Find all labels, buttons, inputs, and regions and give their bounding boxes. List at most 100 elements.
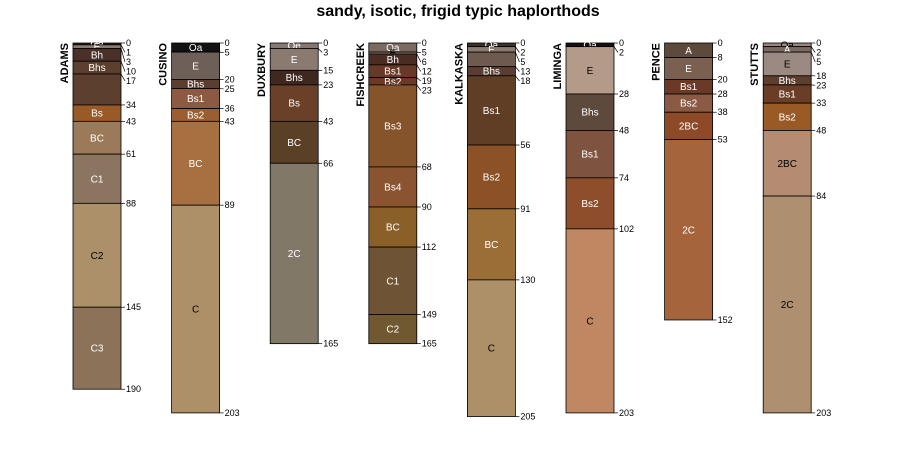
horizon-label: C2 xyxy=(386,325,399,336)
horizon-fishcreek-6 xyxy=(368,166,418,208)
horizon-label: 2BC xyxy=(679,121,698,132)
horizon-label: 2C xyxy=(288,249,301,260)
horizon-label: Oe xyxy=(288,41,302,52)
horizon-duxbury-5 xyxy=(269,162,319,345)
depth-label: 145 xyxy=(126,302,141,312)
depth-label: 0 xyxy=(816,38,821,48)
horizon-label: Bhs xyxy=(483,67,500,78)
horizon-liminga-3 xyxy=(565,130,615,179)
horizon-label: Bhs xyxy=(187,79,204,90)
depth-label: 15 xyxy=(323,65,333,75)
horizon-pence-5 xyxy=(664,139,713,321)
depth-label: 6 xyxy=(422,57,427,67)
profile-name: KALKASKA xyxy=(453,43,465,105)
horizon-label: Bs2 xyxy=(483,172,501,183)
profile-name: ADAMS xyxy=(59,43,71,83)
horizon-label: 2C xyxy=(682,225,695,236)
horizon-label: BC xyxy=(189,159,203,170)
depth-label: 130 xyxy=(520,275,535,285)
depth-label: 43 xyxy=(323,116,333,126)
depth-label: 2 xyxy=(520,48,525,58)
depth-leader xyxy=(515,66,520,72)
horizon-label: BC xyxy=(90,133,104,144)
depth-label: 23 xyxy=(422,86,432,96)
horizon-label: Bh xyxy=(91,50,103,61)
horizon-label: Bs xyxy=(91,109,103,120)
depth-label: 48 xyxy=(816,125,826,135)
horizon-label: E xyxy=(685,64,692,75)
horizon-label: E xyxy=(291,55,298,66)
profile-name: CUSINO xyxy=(158,43,170,86)
horizon-duxbury-4 xyxy=(269,120,319,164)
depth-label: 53 xyxy=(718,135,728,145)
horizon-label: Bs1 xyxy=(384,67,402,78)
horizon-label: BC xyxy=(287,138,301,149)
horizon-label: Bs1 xyxy=(483,106,501,117)
depth-label: 203 xyxy=(225,408,240,418)
profile-name: STUTTS xyxy=(749,43,761,86)
depth-label: 18 xyxy=(816,71,826,81)
depth-label: 89 xyxy=(225,200,235,210)
horizon-label: A xyxy=(685,46,692,57)
depth-label: 19 xyxy=(422,76,432,86)
depth-label: 0 xyxy=(225,38,230,48)
depth-label: 3 xyxy=(323,48,328,58)
depth-leader xyxy=(515,46,520,53)
depth-label: 102 xyxy=(619,224,634,234)
depth-label: 8 xyxy=(718,53,723,63)
profile-name: PENCE xyxy=(651,43,663,81)
depth-label: 5 xyxy=(225,48,230,58)
horizon-label: C1 xyxy=(91,174,104,185)
horizon-adams-6 xyxy=(72,120,122,155)
depth-label: 149 xyxy=(422,310,437,320)
depth-leader xyxy=(416,64,422,72)
depth-label: 203 xyxy=(816,408,831,418)
horizon-label: Bs2 xyxy=(187,110,205,121)
depth-label: 61 xyxy=(126,149,136,159)
horizon-liminga-4 xyxy=(565,177,615,230)
horizon-label: Oa xyxy=(386,43,400,54)
horizon-label: Bs2 xyxy=(779,112,797,123)
horizon-label: Bhs xyxy=(581,108,598,119)
depth-leader xyxy=(515,51,520,63)
depth-label: 5 xyxy=(816,57,821,67)
horizon-cusino-6 xyxy=(171,204,221,414)
horizon-label: Oa xyxy=(189,43,203,54)
depth-label: 23 xyxy=(816,80,826,90)
horizon-fishcreek-7 xyxy=(368,206,418,248)
horizon-label: Bhs xyxy=(779,76,796,87)
depth-label: 5 xyxy=(422,48,427,58)
horizon-label: BC xyxy=(484,240,498,251)
horizon-kalkaska-7 xyxy=(466,279,516,417)
horizon-label: Bs2 xyxy=(581,199,599,210)
horizon-label: E xyxy=(94,42,101,53)
horizon-label: C xyxy=(488,344,495,355)
horizon-liminga-2 xyxy=(565,93,615,131)
depth-label: 36 xyxy=(225,104,235,114)
depth-label: 20 xyxy=(225,74,235,84)
depth-label: 25 xyxy=(225,84,235,94)
depth-label: 0 xyxy=(520,38,525,48)
horizon-label: C xyxy=(192,305,199,316)
depth-label: 152 xyxy=(718,315,733,325)
depth-leader xyxy=(317,48,323,53)
profile-adams: OaEBhBhsBsBCC1C2C3ADAMS01310173443618814… xyxy=(59,38,141,394)
horizon-label: A xyxy=(784,45,791,56)
horizon-liminga-5 xyxy=(565,228,615,414)
depth-label: 17 xyxy=(126,76,136,86)
horizon-kalkaska-5 xyxy=(466,144,516,210)
depth-label: 23 xyxy=(323,80,333,90)
depth-leader xyxy=(120,73,126,82)
horizon-label: Bs1 xyxy=(187,94,205,105)
depth-label: 56 xyxy=(520,140,530,150)
depth-label: 5 xyxy=(520,57,525,67)
depth-leader xyxy=(416,77,422,82)
depth-label: 33 xyxy=(816,98,826,108)
depth-label: 84 xyxy=(816,191,826,201)
depth-leader xyxy=(613,46,619,53)
horizon-label: Oa xyxy=(583,40,597,51)
horizon-pence-4 xyxy=(664,111,713,140)
